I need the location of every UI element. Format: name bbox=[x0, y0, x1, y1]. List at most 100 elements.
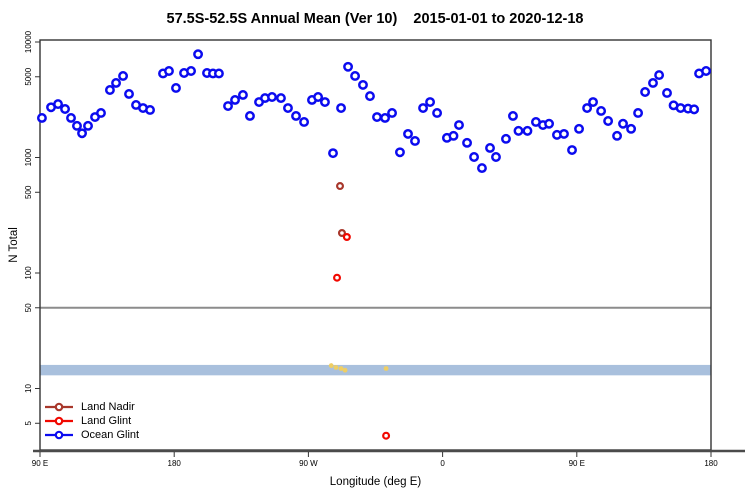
data-point-star bbox=[338, 366, 344, 371]
data-point bbox=[701, 66, 712, 76]
data-point bbox=[193, 49, 204, 60]
data-point bbox=[612, 130, 623, 141]
legend-circle bbox=[54, 402, 64, 412]
data-point bbox=[60, 104, 71, 114]
data-point bbox=[372, 112, 382, 122]
data-point bbox=[83, 120, 93, 131]
data-point bbox=[418, 103, 429, 114]
data-point bbox=[291, 110, 301, 121]
x-tick-label: 90 E bbox=[569, 459, 585, 468]
data-point bbox=[342, 232, 351, 241]
data-point bbox=[66, 113, 76, 123]
y-tick-label: 500 bbox=[24, 185, 33, 199]
legend-item-ocean-glint: Ocean Glint bbox=[44, 428, 139, 442]
data-point bbox=[77, 128, 87, 139]
data-point bbox=[633, 108, 644, 118]
data-point bbox=[469, 152, 480, 162]
data-point bbox=[485, 142, 495, 153]
data-point bbox=[425, 97, 436, 108]
data-point bbox=[380, 113, 390, 123]
data-point bbox=[164, 66, 174, 76]
y-axis-title: N Total bbox=[8, 227, 20, 263]
data-point bbox=[618, 118, 628, 129]
data-point bbox=[522, 125, 533, 136]
legend: Land Nadir Land Glint Ocean Glint bbox=[44, 400, 139, 442]
data-point bbox=[337, 228, 346, 237]
land-nadir-marker-icon bbox=[45, 402, 73, 412]
data-point bbox=[454, 120, 464, 130]
data-point bbox=[104, 85, 115, 95]
data-point bbox=[171, 83, 181, 93]
series-land-nadir bbox=[336, 182, 346, 237]
data-point bbox=[350, 71, 361, 81]
data-point bbox=[544, 118, 555, 129]
data-point bbox=[395, 147, 405, 158]
data-point bbox=[343, 61, 354, 72]
x-tick-label: 90 W bbox=[299, 459, 318, 468]
highlight-band bbox=[40, 364, 711, 376]
data-point bbox=[501, 133, 511, 144]
x-tick-label: 0 bbox=[440, 459, 445, 468]
legend-circle bbox=[54, 416, 64, 426]
y-tick-label: 5000 bbox=[24, 67, 33, 85]
y-tick-label: 10 bbox=[24, 384, 33, 393]
data-point bbox=[603, 116, 614, 126]
data-point bbox=[387, 108, 398, 118]
series-land-glint bbox=[333, 232, 391, 440]
chart-title: 57.5S-52.5S Annual Mean (Ver 10) 2015-01… bbox=[166, 11, 584, 27]
data-point bbox=[596, 105, 607, 116]
data-point bbox=[513, 125, 524, 136]
data-point bbox=[53, 99, 63, 110]
y-tick-label: 10000 bbox=[24, 30, 33, 53]
y-tick-label: 5 bbox=[24, 420, 33, 425]
data-point bbox=[283, 103, 293, 114]
data-point bbox=[382, 431, 391, 440]
x-tick-label: 180 bbox=[704, 459, 718, 468]
data-point-star bbox=[342, 367, 348, 373]
data-point bbox=[640, 87, 651, 97]
data-point bbox=[313, 92, 324, 102]
land-glint-marker-icon bbox=[45, 416, 73, 426]
data-point-star bbox=[328, 363, 334, 368]
data-point bbox=[588, 97, 599, 108]
data-point bbox=[626, 123, 637, 134]
data-point bbox=[213, 68, 224, 79]
data-point bbox=[365, 91, 375, 102]
legend-item-land-nadir: Land Nadir bbox=[44, 400, 139, 414]
data-point bbox=[574, 123, 584, 134]
data-point bbox=[462, 137, 473, 148]
data-point bbox=[508, 110, 518, 121]
legend-item-land-glint: Land Glint bbox=[44, 414, 139, 428]
data-point bbox=[96, 108, 106, 118]
data-point bbox=[336, 182, 345, 191]
ocean-glint-marker-icon bbox=[45, 430, 73, 440]
data-point bbox=[72, 120, 82, 131]
plot-border bbox=[39, 39, 712, 451]
data-point bbox=[333, 273, 342, 282]
data-point bbox=[410, 136, 420, 146]
data-point bbox=[320, 97, 330, 108]
data-point bbox=[328, 148, 338, 159]
x-tick-label: 180 bbox=[168, 459, 182, 468]
y-tick-label: 100 bbox=[24, 266, 33, 280]
data-point bbox=[582, 103, 593, 114]
data-point bbox=[689, 104, 700, 115]
legend-label: Land Glint bbox=[81, 415, 132, 427]
data-point bbox=[559, 128, 569, 139]
x-tick-label: 90 E bbox=[32, 459, 48, 468]
data-point bbox=[477, 163, 487, 174]
data-point bbox=[124, 88, 134, 99]
y-tick-label: 50 bbox=[24, 303, 33, 312]
data-point bbox=[186, 66, 196, 76]
legend-label: Land Nadir bbox=[81, 401, 135, 413]
data-point bbox=[358, 79, 368, 90]
data-point bbox=[244, 110, 255, 121]
data-point bbox=[237, 89, 248, 100]
data-point bbox=[336, 103, 347, 114]
data-point bbox=[432, 108, 443, 118]
data-point-star bbox=[383, 366, 389, 371]
legend-circle bbox=[54, 430, 64, 440]
data-point bbox=[276, 93, 286, 104]
